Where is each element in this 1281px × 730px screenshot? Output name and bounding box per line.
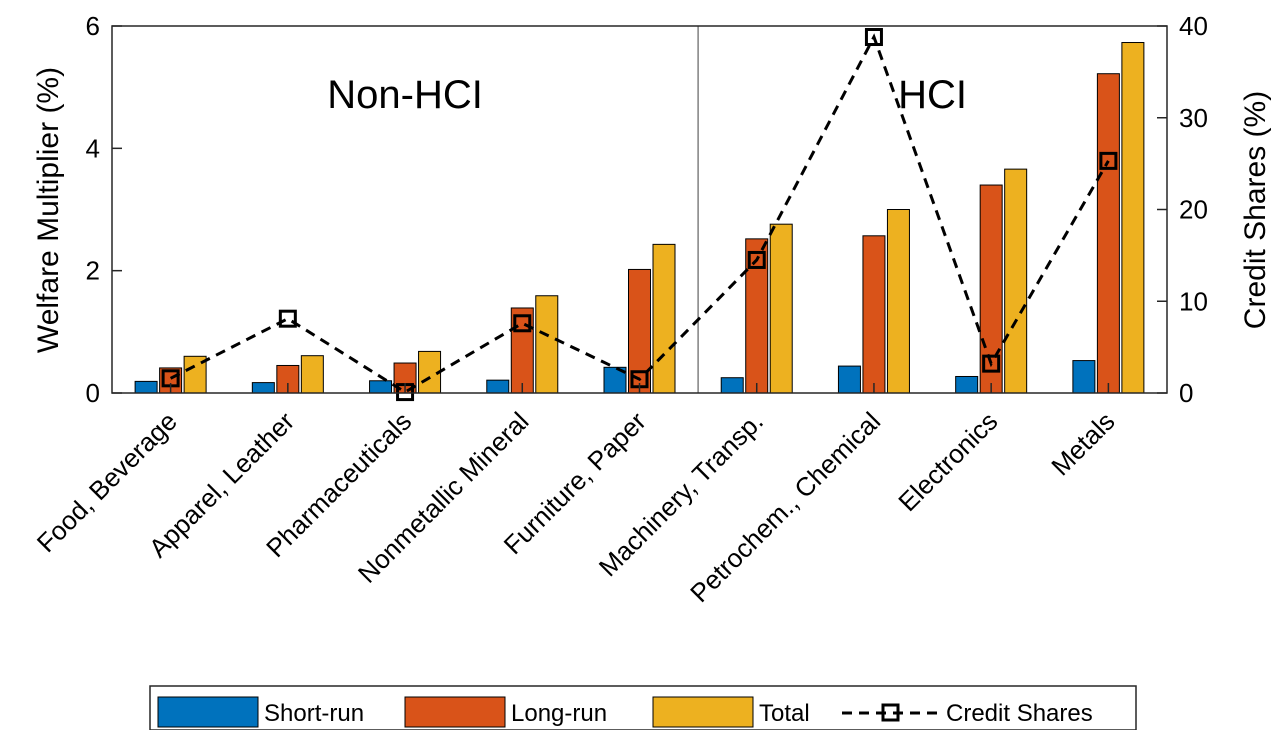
legend-swatch-total (652, 696, 754, 728)
credit-shares-line (169, 33, 1110, 394)
bar-total-7 (1004, 168, 1028, 394)
region-label-hci: HCI (898, 73, 967, 117)
bar-short-run-0 (134, 380, 158, 394)
x-tick-label-7: Electronics (892, 406, 1003, 517)
bar-short-run-3 (486, 379, 510, 394)
bar-total-3 (535, 295, 559, 394)
left-tick-label-2: 4 (86, 133, 100, 163)
left-tick-label-0: 0 (86, 378, 100, 408)
bar-total-6 (886, 209, 910, 394)
bar-total-5 (769, 223, 793, 394)
legend: Short-run Long-run Total Credit Shares (149, 685, 1137, 730)
x-tick-label-6: Petrochem., Chemical (684, 406, 886, 608)
bars-layer (134, 42, 1145, 394)
legend-swatch-short-run (157, 696, 259, 728)
legend-label-long-run: Long-run (511, 700, 607, 727)
y-axis-title-right: Credit Shares (%) (1239, 91, 1272, 329)
credit-shares-line-layer (161, 28, 1118, 402)
y-axis-title-left: Welfare Multiplier (%) (32, 67, 65, 353)
credit-shares-marker-3 (513, 314, 532, 333)
right-tick-label-0: 0 (1179, 378, 1193, 408)
bar-total-4 (652, 243, 676, 394)
right-y-axis: 0 10 20 30 40 (1157, 11, 1208, 408)
legend-label-short-run: Short-run (264, 700, 364, 727)
bar-short-run-1 (251, 382, 275, 394)
credit-shares-marker-7 (982, 354, 1001, 373)
region-label-non-hci: Non-HCI (327, 73, 483, 117)
legend-swatch-credit-shares-marker (881, 703, 900, 722)
legend-label-credit-shares: Credit Shares (946, 700, 1093, 727)
bar-short-run-8 (1072, 360, 1096, 394)
credit-shares-marker-1 (278, 309, 297, 328)
right-tick-label-4: 40 (1179, 11, 1208, 41)
legend-box (149, 685, 1137, 730)
right-tick-label-2: 20 (1179, 195, 1208, 225)
legend-label-total: Total (759, 700, 810, 727)
credit-shares-marker-5 (747, 250, 766, 269)
left-tick-label-1: 2 (86, 256, 100, 286)
left-y-axis: 0 2 4 6 (86, 11, 122, 408)
credit-shares-marker-6 (864, 28, 883, 47)
bar-short-run-2 (369, 380, 393, 394)
x-tick-label-8: Metals (1045, 406, 1120, 481)
bar-total-8 (1121, 42, 1145, 394)
bar-short-run-5 (720, 377, 744, 394)
left-tick-label-3: 6 (86, 11, 100, 41)
right-tick-label-1: 10 (1179, 286, 1208, 316)
legend-swatch-long-run (404, 696, 506, 728)
right-tick-label-3: 30 (1179, 103, 1208, 133)
bar-total-1 (300, 355, 324, 394)
credit-shares-marker-8 (1099, 151, 1118, 170)
bar-short-run-7 (955, 375, 979, 394)
bar-short-run-6 (837, 365, 861, 394)
bar-long-run-6 (862, 235, 886, 394)
bar-long-run-8 (1096, 73, 1120, 394)
